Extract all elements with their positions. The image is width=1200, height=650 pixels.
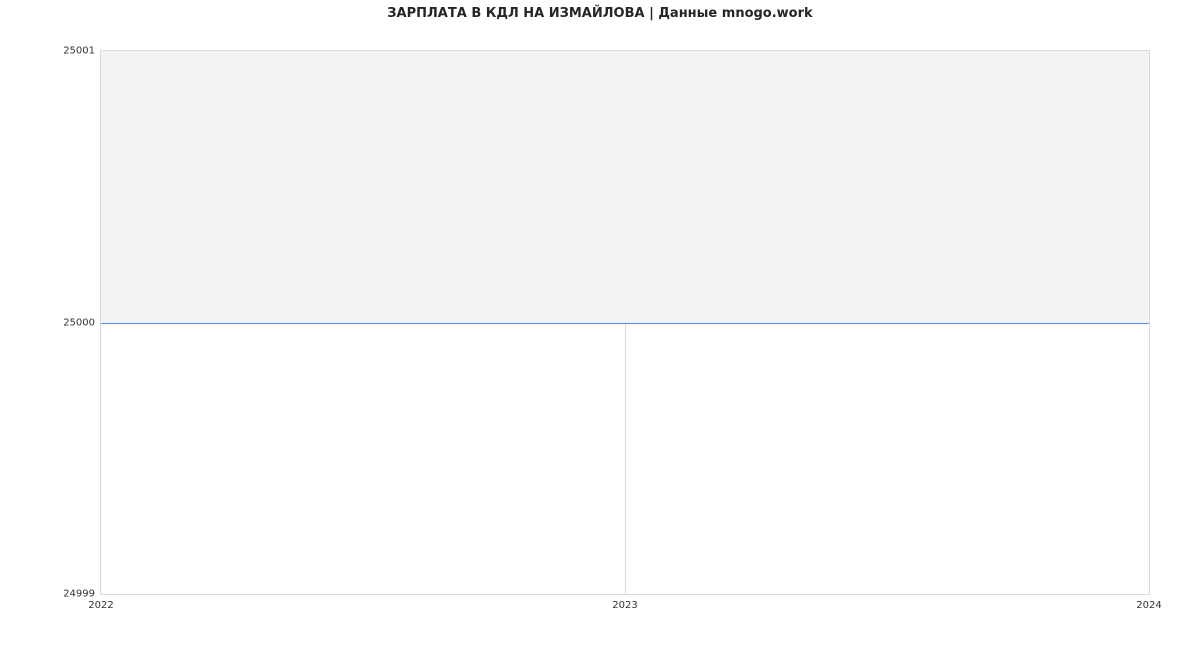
x-tick-label: 2023 <box>612 594 637 611</box>
chart-title: ЗАРПЛАТА В КДЛ НА ИЗМАЙЛОВА | Данные mno… <box>0 6 1200 21</box>
y-tick-label: 25001 <box>63 46 101 57</box>
series-fill <box>101 51 1149 323</box>
plot-area: 249992500025001202220232024 <box>100 50 1150 595</box>
series-line <box>101 323 1149 324</box>
x-tick-label: 2024 <box>1136 594 1161 611</box>
y-tick-label: 25000 <box>63 317 101 328</box>
salary-chart: ЗАРПЛАТА В КДЛ НА ИЗМАЙЛОВА | Данные mno… <box>0 0 1200 650</box>
x-tick-label: 2022 <box>88 594 113 611</box>
